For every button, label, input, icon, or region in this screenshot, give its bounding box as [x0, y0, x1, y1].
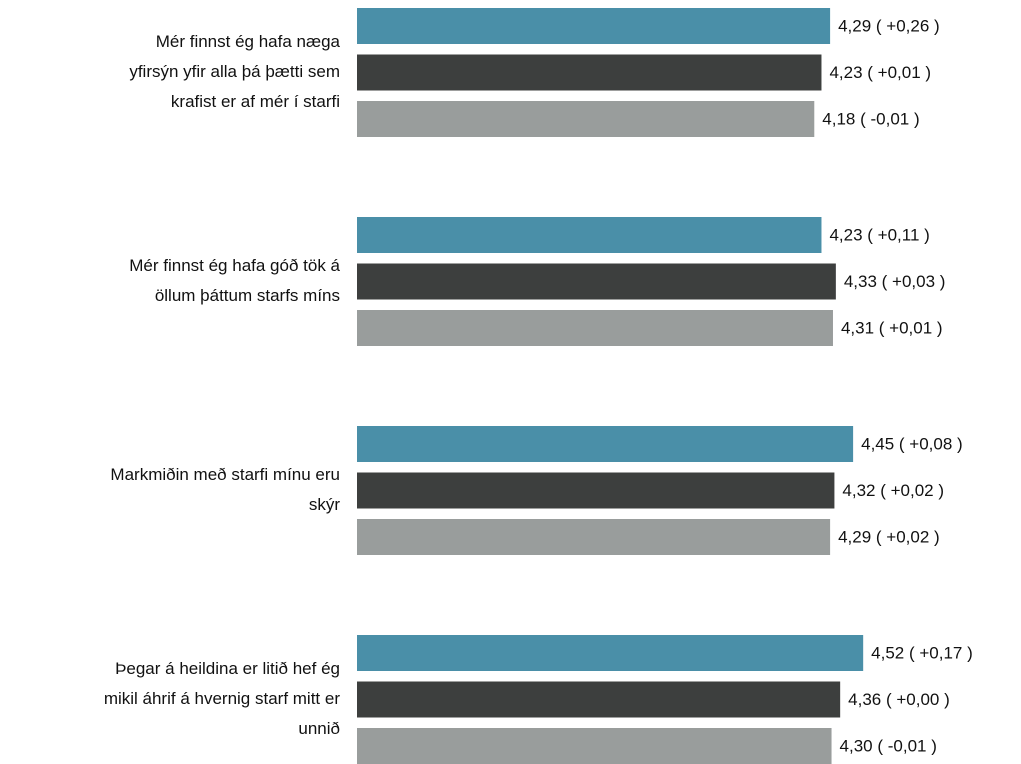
value-label: 4,33 ( +0,03 )	[844, 272, 946, 291]
bar	[357, 101, 815, 137]
value-label: 4,29 ( +0,02 )	[838, 527, 940, 546]
bar	[357, 519, 831, 555]
category-label: öllum þáttum starfs míns	[155, 286, 340, 305]
value-label: 4,31 ( +0,01 )	[841, 318, 943, 337]
value-label: 4,18 ( -0,01 )	[822, 109, 919, 128]
category-label: Þegar á heildina er litið hef ég	[115, 659, 340, 678]
value-label: 4,36 ( +0,00 )	[848, 690, 950, 709]
value-label: 4,29 ( +0,26 )	[838, 16, 940, 35]
bar	[357, 426, 854, 462]
value-label: 4,23 ( +0,11 )	[829, 225, 929, 244]
bar	[357, 217, 822, 253]
category-label: Mér finnst ég hafa góð tök á	[129, 256, 340, 275]
bar	[357, 472, 835, 509]
category-label: Markmiðin með starfi mínu eru	[110, 465, 340, 484]
value-label: 4,45 ( +0,08 )	[861, 434, 963, 453]
category-label: Mér finnst ég hafa næga	[156, 32, 341, 51]
category-label: yfirsýn yfir alla þá þætti sem	[129, 62, 340, 81]
category-label: unnið	[298, 719, 340, 738]
bar	[357, 635, 864, 671]
bar	[357, 54, 822, 91]
value-label: 4,23 ( +0,01 )	[829, 63, 931, 82]
category-label: krafist er af mér í starfi	[171, 92, 340, 111]
value-label: 4,32 ( +0,02 )	[842, 481, 944, 500]
category-label: mikil áhrif á hvernig starf mitt er	[104, 689, 341, 708]
bar	[357, 310, 833, 346]
bar	[357, 681, 841, 718]
bar	[357, 263, 836, 300]
category-label: skýr	[309, 495, 341, 514]
value-label: 4,30 ( -0,01 )	[840, 736, 937, 755]
bar	[357, 8, 831, 44]
value-label: 4,52 ( +0,17 )	[871, 643, 973, 662]
bar	[357, 728, 832, 764]
